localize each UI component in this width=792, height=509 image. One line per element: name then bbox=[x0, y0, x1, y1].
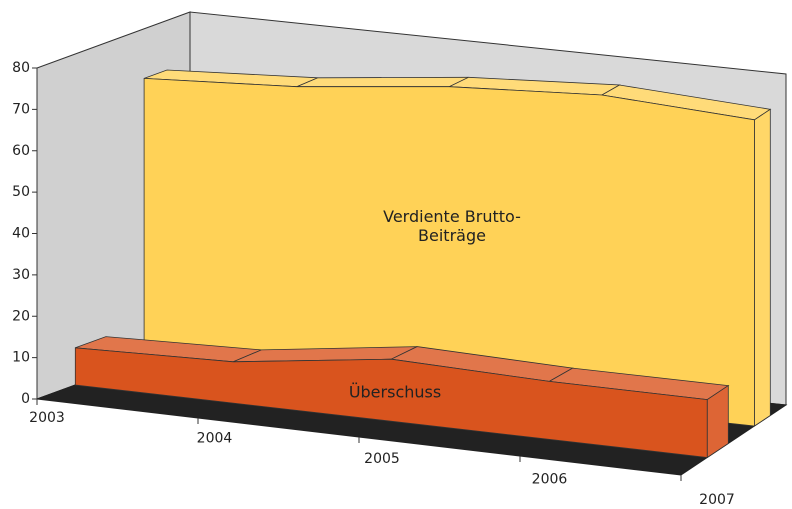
y-tick-label: 20 bbox=[12, 308, 30, 324]
y-tick-label: 80 bbox=[12, 60, 30, 76]
x-tick-label: 2007 bbox=[699, 492, 735, 508]
x-tick-label: 2003 bbox=[29, 410, 65, 426]
y-tick-label: 70 bbox=[12, 101, 30, 117]
y-tick-label: 0 bbox=[21, 391, 30, 407]
y-tick-label: 40 bbox=[12, 226, 30, 242]
area-end bbox=[706, 384, 729, 459]
area-front bbox=[74, 347, 708, 458]
series-label: Verdiente Brutto-Beiträge bbox=[383, 207, 521, 245]
series-label: Überschuss bbox=[348, 382, 442, 402]
area-top bbox=[296, 76, 469, 88]
x-tick-label: 2006 bbox=[532, 472, 568, 488]
x-tick-label: 2005 bbox=[364, 451, 400, 467]
y-tick-label: 50 bbox=[12, 184, 30, 200]
y-tick-label: 60 bbox=[12, 143, 30, 159]
y-tick-label: 30 bbox=[12, 267, 30, 283]
area-end bbox=[754, 108, 771, 427]
y-tick-label: 10 bbox=[12, 350, 30, 366]
x-tick-label: 2004 bbox=[197, 431, 233, 447]
